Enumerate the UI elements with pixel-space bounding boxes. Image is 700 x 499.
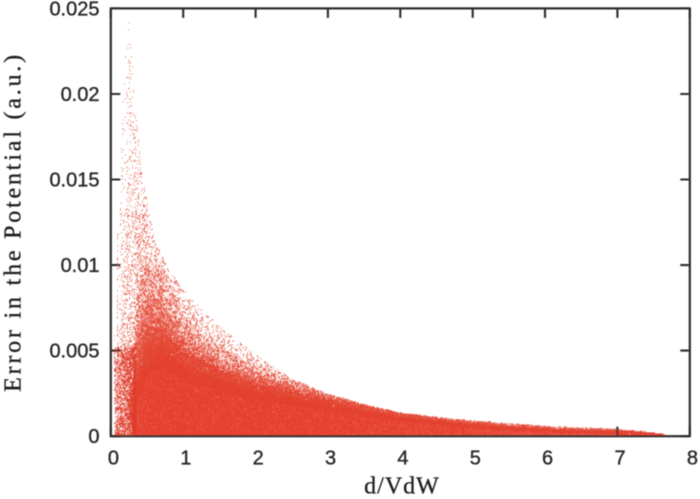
- svg-text:0.005: 0.005: [49, 341, 99, 363]
- svg-text:0: 0: [88, 426, 99, 448]
- svg-text:0.01: 0.01: [61, 255, 100, 277]
- svg-text:0.02: 0.02: [61, 84, 100, 106]
- svg-text:1: 1: [180, 448, 191, 470]
- svg-text:4: 4: [397, 448, 408, 470]
- svg-text:0: 0: [108, 448, 119, 470]
- svg-text:Error in the Potential (a.u.): Error in the Potential (a.u.): [1, 52, 27, 392]
- svg-text:0.025: 0.025: [49, 0, 99, 20]
- svg-text:6: 6: [542, 448, 553, 470]
- svg-text:7: 7: [614, 448, 625, 470]
- svg-text:2: 2: [253, 448, 264, 470]
- svg-text:d/VdW: d/VdW: [364, 474, 440, 499]
- svg-text:5: 5: [470, 448, 481, 470]
- svg-text:8: 8: [687, 448, 698, 470]
- svg-text:0.015: 0.015: [49, 170, 99, 192]
- svg-text:3: 3: [325, 448, 336, 470]
